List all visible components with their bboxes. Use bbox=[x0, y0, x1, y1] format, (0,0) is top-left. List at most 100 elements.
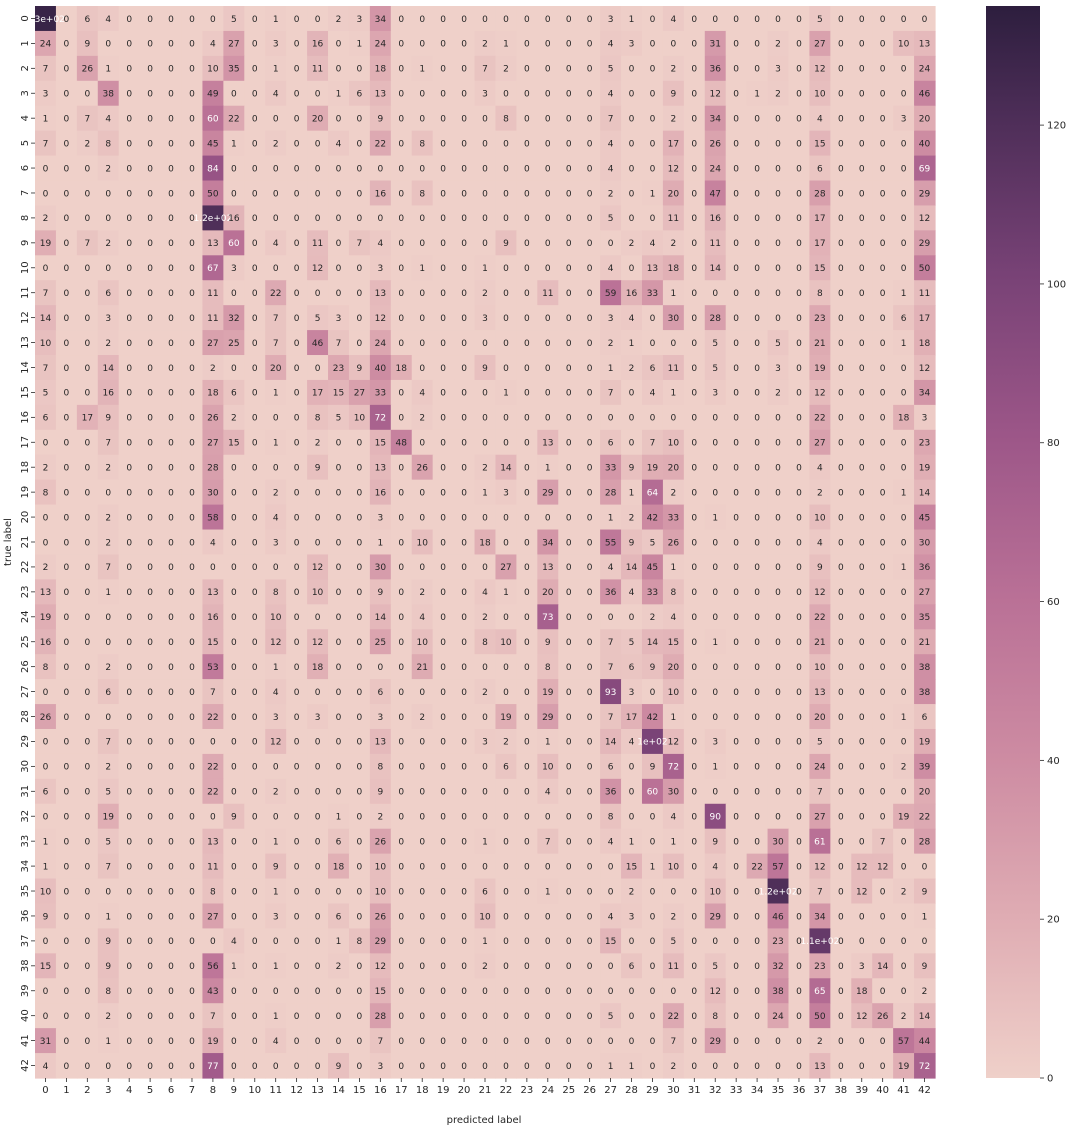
heatmap-cell bbox=[328, 878, 350, 905]
heatmap-cell-value: 0 bbox=[64, 439, 70, 449]
heatmap-cell bbox=[411, 6, 434, 32]
heatmap-cell bbox=[328, 404, 350, 431]
heatmap-cell-value: 1 bbox=[901, 563, 907, 573]
heatmap-cell-value: 0 bbox=[859, 15, 865, 25]
heatmap-cell-value: 2 bbox=[482, 613, 488, 623]
heatmap-cell-value: 0 bbox=[189, 738, 195, 748]
heatmap-cell-value: 0 bbox=[189, 1012, 195, 1022]
heatmap-cell-value: 1 bbox=[901, 488, 907, 498]
heatmap-cell bbox=[767, 554, 790, 580]
heatmap-cell bbox=[600, 853, 622, 880]
heatmap-cell-value: 57 bbox=[772, 862, 783, 872]
heatmap-cell-value: 30 bbox=[772, 837, 784, 847]
heatmap-cell-value: 2 bbox=[901, 1012, 907, 1022]
heatmap-cell bbox=[348, 205, 371, 231]
heatmap-cell bbox=[872, 803, 894, 830]
heatmap-cell bbox=[202, 429, 224, 456]
heatmap-cell-value: 0 bbox=[482, 713, 488, 723]
heatmap-cell-value: 12 bbox=[814, 862, 825, 872]
heatmap-cell bbox=[307, 828, 329, 855]
heatmap-cell-value: 0 bbox=[231, 1012, 237, 1022]
heatmap-cell-value: 0 bbox=[859, 638, 865, 648]
heatmap-cell-value: 19 bbox=[919, 738, 931, 748]
heatmap-cell bbox=[160, 280, 183, 306]
heatmap-cell-value: 0 bbox=[712, 1062, 718, 1072]
heatmap-cell bbox=[139, 853, 162, 880]
heatmap-cell-value: 0 bbox=[294, 90, 300, 100]
heatmap-cell bbox=[181, 753, 204, 780]
heatmap-cell bbox=[411, 803, 434, 830]
heatmap-cell-value: 0 bbox=[733, 289, 739, 299]
heatmap-cell-value: 0 bbox=[168, 638, 174, 648]
heatmap-cell bbox=[704, 704, 727, 730]
heatmap-cell-value: 1 bbox=[273, 962, 279, 972]
heatmap-cell-value: 8 bbox=[377, 763, 383, 773]
heatmap-cell bbox=[348, 55, 371, 82]
heatmap-cell bbox=[683, 579, 706, 605]
heatmap-cell bbox=[307, 130, 329, 157]
heatmap-cell bbox=[788, 205, 811, 231]
heatmap-cell bbox=[118, 330, 141, 356]
heatmap-cell-value: 0 bbox=[440, 813, 446, 823]
heatmap-cell bbox=[683, 205, 706, 231]
heatmap-cell-value: 0 bbox=[859, 339, 865, 349]
heatmap-cell-value: 0 bbox=[859, 389, 865, 399]
heatmap-cell bbox=[118, 6, 141, 32]
heatmap-cell bbox=[348, 155, 371, 182]
heatmap-cell-value: 12 bbox=[814, 389, 825, 399]
heatmap-cell-value: 2 bbox=[105, 164, 111, 174]
heatmap-cell bbox=[809, 130, 831, 157]
heatmap-cell bbox=[181, 728, 204, 755]
heatmap-cell-value: 0 bbox=[733, 763, 739, 773]
y-tick-label: 27 bbox=[20, 685, 31, 698]
heatmap-cell bbox=[307, 529, 329, 556]
heatmap-cell-value: 0 bbox=[733, 139, 739, 149]
heatmap-cell bbox=[244, 629, 266, 655]
heatmap-cell-value: 0 bbox=[461, 164, 467, 174]
heatmap-cell-value: 3 bbox=[273, 40, 279, 50]
heatmap-cell bbox=[767, 155, 790, 182]
heatmap-cell-value: 30 bbox=[668, 314, 680, 324]
heatmap-cell-value: 0 bbox=[126, 414, 132, 424]
heatmap-cell-value: 0 bbox=[587, 738, 593, 748]
heatmap-cell bbox=[495, 80, 517, 107]
heatmap-cell-value: 0 bbox=[796, 139, 802, 149]
heatmap-cell bbox=[683, 728, 706, 755]
y-tick-label: 10 bbox=[20, 261, 31, 274]
heatmap-cell-value: 0 bbox=[733, 114, 739, 124]
heatmap-cell bbox=[265, 504, 287, 531]
heatmap-cell bbox=[369, 878, 392, 905]
heatmap-cell bbox=[872, 130, 894, 157]
heatmap-cell bbox=[851, 604, 873, 630]
heatmap-cell-value: 6 bbox=[105, 688, 111, 698]
heatmap-cell-value: 0 bbox=[231, 912, 237, 922]
heatmap-cell-value: 0 bbox=[231, 588, 237, 598]
heatmap-cell-value: 24 bbox=[375, 339, 387, 349]
heatmap-cell bbox=[286, 305, 308, 331]
heatmap-cell bbox=[139, 554, 162, 580]
heatmap-cell bbox=[683, 280, 706, 306]
heatmap-cell bbox=[432, 280, 455, 306]
heatmap-cell-value: 0 bbox=[84, 813, 90, 823]
heatmap-cell bbox=[474, 479, 497, 506]
heatmap-cell-value: 0 bbox=[357, 339, 363, 349]
heatmap-cell bbox=[662, 130, 685, 157]
heatmap-cell-value: 0 bbox=[357, 763, 363, 773]
heatmap-cell-value: 0 bbox=[461, 90, 467, 100]
heatmap-cell-value: 0 bbox=[168, 464, 174, 474]
heatmap-cell-value: 0 bbox=[587, 414, 593, 424]
heatmap-cell-value: 0 bbox=[587, 189, 593, 199]
heatmap-cell bbox=[558, 753, 580, 780]
heatmap-cell-value: 84 bbox=[207, 164, 219, 174]
heatmap-cell-value: 12 bbox=[877, 862, 888, 872]
heatmap-cell-value: 0 bbox=[754, 314, 760, 324]
heatmap-cell-value: 29 bbox=[375, 937, 387, 947]
heatmap-cell-value: 1 bbox=[336, 90, 342, 100]
heatmap-cell-value: 2 bbox=[503, 738, 509, 748]
heatmap-cell-value: 0 bbox=[545, 264, 551, 274]
heatmap-cell-value: 0 bbox=[294, 414, 300, 424]
heatmap-cell-value: 0 bbox=[419, 937, 425, 947]
heatmap-cell bbox=[307, 404, 329, 431]
heatmap-cell bbox=[223, 629, 245, 655]
heatmap-cell-value: 0 bbox=[126, 837, 132, 847]
